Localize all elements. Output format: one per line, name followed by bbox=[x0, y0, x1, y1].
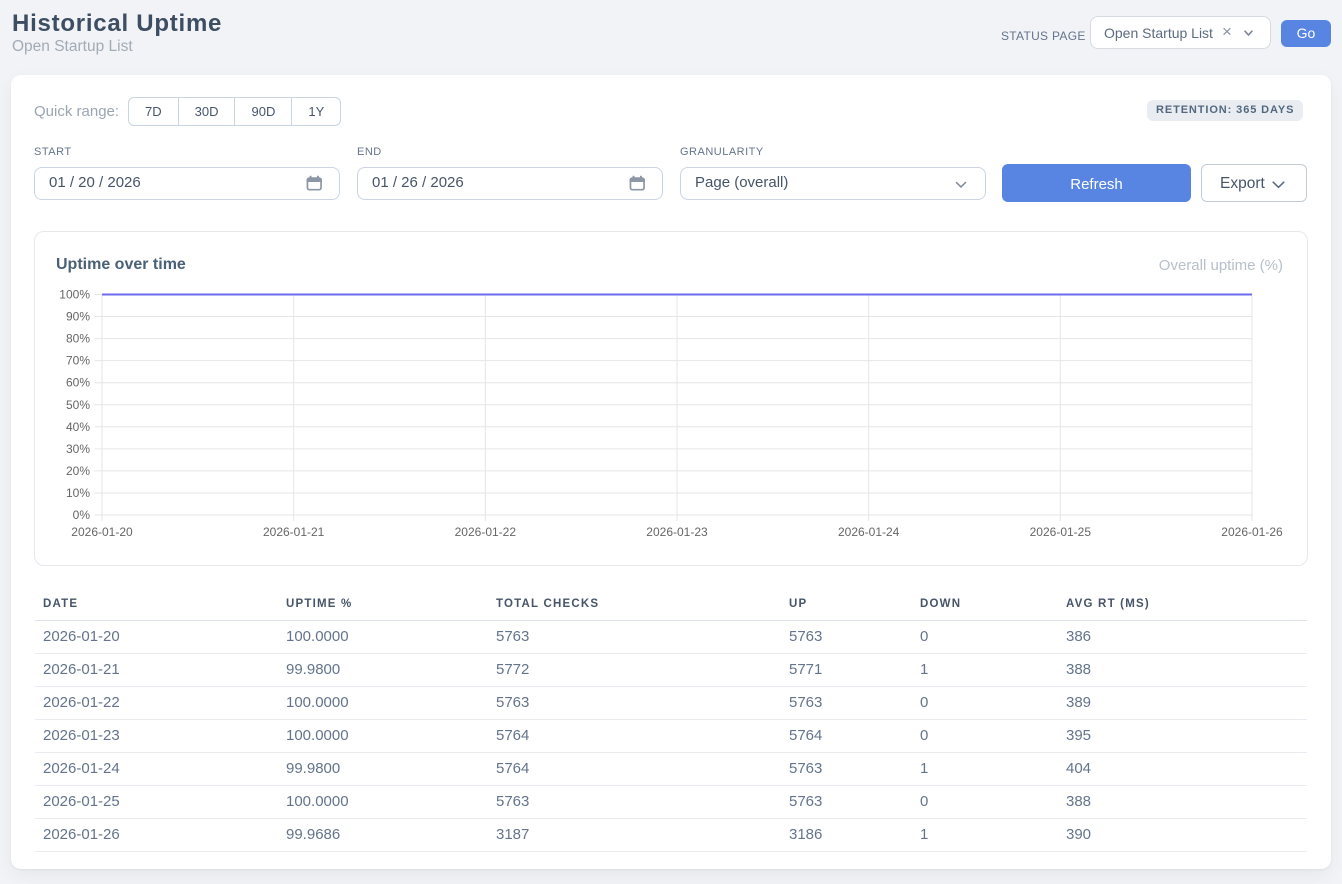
svg-text:90%: 90% bbox=[66, 310, 90, 324]
svg-text:0%: 0% bbox=[73, 508, 91, 522]
svg-text:60%: 60% bbox=[66, 376, 90, 390]
svg-text:2026-01-22: 2026-01-22 bbox=[455, 525, 517, 539]
svg-text:30%: 30% bbox=[66, 442, 90, 456]
svg-text:2026-01-21: 2026-01-21 bbox=[263, 525, 325, 539]
svg-text:50%: 50% bbox=[66, 398, 90, 412]
svg-text:2026-01-20: 2026-01-20 bbox=[71, 525, 133, 539]
svg-text:20%: 20% bbox=[66, 464, 90, 478]
svg-text:100%: 100% bbox=[59, 288, 90, 302]
svg-text:40%: 40% bbox=[66, 420, 90, 434]
svg-text:10%: 10% bbox=[66, 486, 90, 500]
svg-text:2026-01-23: 2026-01-23 bbox=[646, 525, 708, 539]
svg-text:70%: 70% bbox=[66, 354, 90, 368]
svg-text:2026-01-26: 2026-01-26 bbox=[1221, 525, 1283, 539]
svg-text:2026-01-25: 2026-01-25 bbox=[1030, 525, 1092, 539]
svg-text:2026-01-24: 2026-01-24 bbox=[838, 525, 900, 539]
svg-text:80%: 80% bbox=[66, 332, 90, 346]
